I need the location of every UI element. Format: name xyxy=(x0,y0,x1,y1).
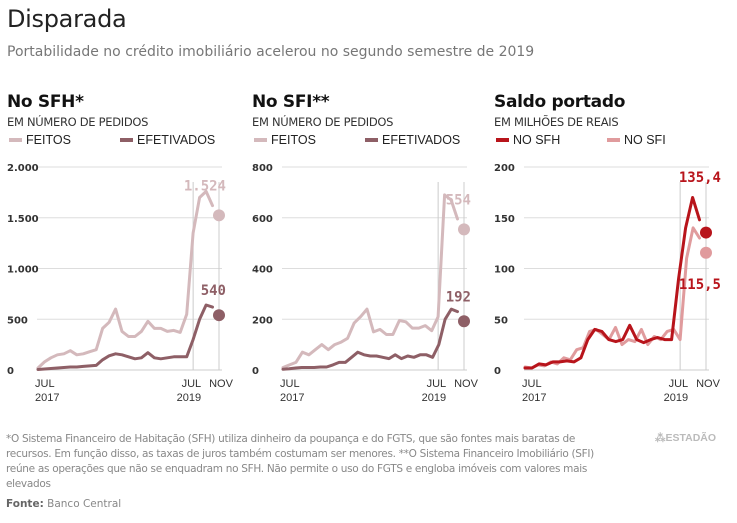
y-tick-label: 1.500 xyxy=(7,214,39,225)
legend-label: NO SFI xyxy=(624,133,666,147)
brand-logo: ⁂ESTADÃO xyxy=(655,432,716,444)
page-subtitle: Portabilidade no crédito imobiliário ace… xyxy=(7,44,535,60)
y-tick-label: 400 xyxy=(252,265,273,276)
x-tick-label: NOV xyxy=(454,378,479,390)
x-tick-label: 2017 xyxy=(280,392,304,404)
line-chart-saldo: 0 50 100 150 200 JUL 2017 JUL 2019 NOV 135,4 115,5 xyxy=(494,163,721,404)
x-tick-label: 2017 xyxy=(522,392,546,404)
series-line-feitos xyxy=(36,189,214,370)
chart-panel-saldo: Saldo portado EM MILHÕES DE REAIS NO SFH… xyxy=(494,90,734,420)
x-tick-label: JUL xyxy=(669,378,689,390)
legend-swatch xyxy=(365,138,378,142)
end-point-marker xyxy=(213,309,225,322)
legend-item-feitos: FEITOS xyxy=(254,133,316,147)
brand-icon: ⁂ xyxy=(655,432,666,444)
legend-swatch xyxy=(607,138,620,142)
y-tick-label: 200 xyxy=(494,163,515,174)
chart-panel-sfh: No SFH* EM NÚMERO DE PEDIDOS FEITOS EFET… xyxy=(7,90,247,420)
y-tick-label: 800 xyxy=(252,163,273,174)
y-tick-label: 0 xyxy=(7,366,14,377)
end-value-label: 540 xyxy=(201,283,226,299)
end-point-marker xyxy=(700,246,712,259)
x-tick-label: 2019 xyxy=(422,392,446,404)
x-tick-label: JUL xyxy=(280,378,300,390)
end-value-label: 135,4 xyxy=(679,170,721,186)
end-value-label: 554 xyxy=(446,192,471,208)
chart-title: No SFH* xyxy=(7,92,84,112)
x-tick-label: 2017 xyxy=(35,392,59,404)
series-line-no-sfi xyxy=(523,226,701,370)
legend-swatch xyxy=(9,138,22,142)
chart-unit: EM NÚMERO DE PEDIDOS xyxy=(7,115,149,129)
end-point-marker xyxy=(213,209,225,222)
source: Fonte: Banco Central xyxy=(6,498,121,510)
x-tick-label: JUL xyxy=(35,378,55,390)
chart-panel-sfi: No SFI** EM NÚMERO DE PEDIDOS FEITOS EFE… xyxy=(252,90,492,420)
x-tick-label: JUL xyxy=(182,378,202,390)
x-tick-label: 2019 xyxy=(664,392,688,404)
brand-name: ESTADÃO xyxy=(665,432,717,444)
legend-label: EFETIVADOS xyxy=(137,133,216,147)
y-tick-label: 200 xyxy=(252,315,273,326)
series-line-no-sfh xyxy=(523,196,701,370)
end-value-label: 1.524 xyxy=(184,178,226,194)
y-tick-label: 0 xyxy=(494,366,501,377)
end-value-label: 192 xyxy=(446,289,471,305)
chart-unit: EM NÚMERO DE PEDIDOS xyxy=(252,115,394,129)
legend-label: EFETIVADOS xyxy=(382,133,461,147)
source-value: Banco Central xyxy=(47,498,122,510)
footnote: *O Sistema Financeiro de Habitação (SFH)… xyxy=(6,433,594,490)
end-point-marker xyxy=(458,315,470,328)
series-line-efetivados xyxy=(36,303,214,371)
source-label: Fonte: xyxy=(6,498,44,510)
y-tick-label: 1.000 xyxy=(7,265,39,276)
y-tick-label: 150 xyxy=(494,214,515,225)
end-point-marker xyxy=(700,226,712,239)
series-line-efetivados xyxy=(281,307,459,371)
legend-item-no-sfi: NO SFI xyxy=(607,133,666,147)
legend-item-efetivados: EFETIVADOS xyxy=(120,133,215,147)
line-chart-sfi: 0 200 400 600 800 JUL 2017 JUL 2019 NOV 554 192 xyxy=(252,163,479,404)
legend-item-efetivados: EFETIVADOS xyxy=(365,133,460,147)
x-tick-label: NOV xyxy=(209,378,234,390)
legend-label: FEITOS xyxy=(26,133,71,147)
y-tick-label: 100 xyxy=(494,265,515,276)
y-tick-label: 0 xyxy=(252,366,259,377)
legend-item-no-sfh: NO SFH xyxy=(496,133,560,147)
page-title: Disparada xyxy=(7,5,127,33)
series-line-feitos xyxy=(281,193,459,369)
end-value-label: 115,5 xyxy=(679,277,721,293)
x-tick-label: JUL xyxy=(522,378,542,390)
legend-item-feitos: FEITOS xyxy=(9,133,71,147)
legend-label: FEITOS xyxy=(271,133,316,147)
legend-swatch xyxy=(496,138,509,142)
y-tick-label: 600 xyxy=(252,214,273,225)
line-chart-sfh: 0 500 1.000 1.500 2.000 JUL 2017 JUL 2019 NOV 1.52… xyxy=(7,163,234,404)
chart-title: Saldo portado xyxy=(494,92,626,112)
legend-swatch xyxy=(254,138,267,142)
x-tick-label: NOV xyxy=(696,378,721,390)
end-point-marker xyxy=(458,223,470,236)
chart-title: No SFI** xyxy=(252,92,330,112)
y-tick-label: 500 xyxy=(7,315,28,326)
legend-label: NO SFH xyxy=(513,133,561,147)
x-tick-label: JUL xyxy=(427,378,447,390)
legend-swatch xyxy=(120,138,133,142)
chart-unit: EM MILHÕES DE REAIS xyxy=(494,115,619,129)
x-tick-label: 2019 xyxy=(177,392,201,404)
y-tick-label: 50 xyxy=(494,315,508,326)
y-tick-label: 2.000 xyxy=(7,163,39,174)
